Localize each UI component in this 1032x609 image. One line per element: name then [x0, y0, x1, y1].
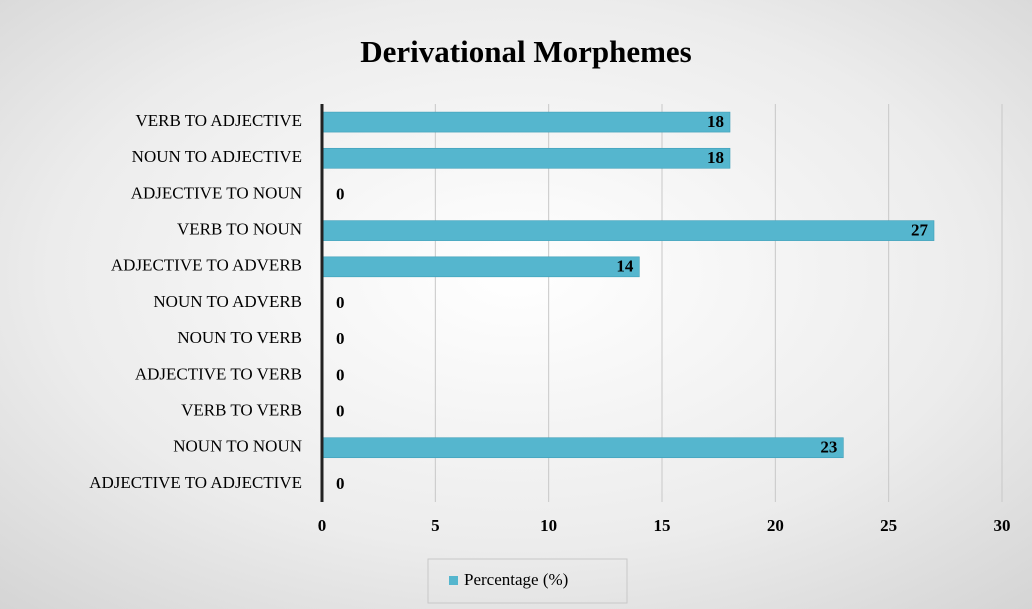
x-tick-label: 15: [654, 516, 671, 535]
data-label: 14: [616, 257, 634, 276]
data-label: 0: [336, 329, 345, 348]
data-label: 0: [336, 474, 345, 493]
x-tick-label: 10: [540, 516, 557, 535]
y-tick-label: ADJECTIVE TO ADVERB: [111, 256, 302, 275]
legend-box: [427, 558, 628, 604]
bar: [321, 256, 640, 278]
bar: [321, 220, 935, 241]
x-tick-label: 5: [431, 516, 440, 535]
y-tick-label: NOUN TO ADVERB: [153, 292, 302, 311]
data-label: 18: [707, 148, 724, 167]
y-tick-label: ADJECTIVE TO VERB: [135, 364, 302, 383]
y-tick-label: NOUN TO NOUN: [173, 437, 302, 456]
data-label: 27: [911, 221, 929, 240]
bar: [321, 111, 731, 133]
chart-title: Derivational Morphemes: [360, 34, 691, 69]
x-tick-label: 25: [880, 516, 897, 535]
x-tick-label: 0: [318, 516, 327, 535]
data-label: 0: [336, 293, 345, 312]
data-label: 0: [336, 365, 345, 384]
x-tick-label: 30: [994, 516, 1011, 535]
data-label: 23: [820, 438, 837, 457]
y-tick-label: VERB TO VERB: [181, 400, 302, 419]
x-tick-label: 20: [767, 516, 784, 535]
y-tick-label: VERB TO NOUN: [177, 220, 302, 239]
legend-swatch: [449, 576, 458, 585]
bar: [321, 437, 844, 459]
legend-label: Percentage (%): [464, 570, 568, 589]
y-tick-label: ADJECTIVE TO NOUN: [131, 183, 302, 202]
bar: [321, 147, 731, 169]
data-label: 0: [336, 184, 345, 203]
y-tick-label: VERB TO ADJECTIVE: [135, 111, 302, 130]
y-tick-label: NOUN TO ADJECTIVE: [132, 147, 302, 166]
data-label: 0: [336, 401, 345, 420]
y-tick-label: ADJECTIVE TO ADJECTIVE: [89, 473, 302, 492]
y-tick-label: NOUN TO VERB: [177, 328, 302, 347]
data-label: 18: [707, 112, 724, 131]
